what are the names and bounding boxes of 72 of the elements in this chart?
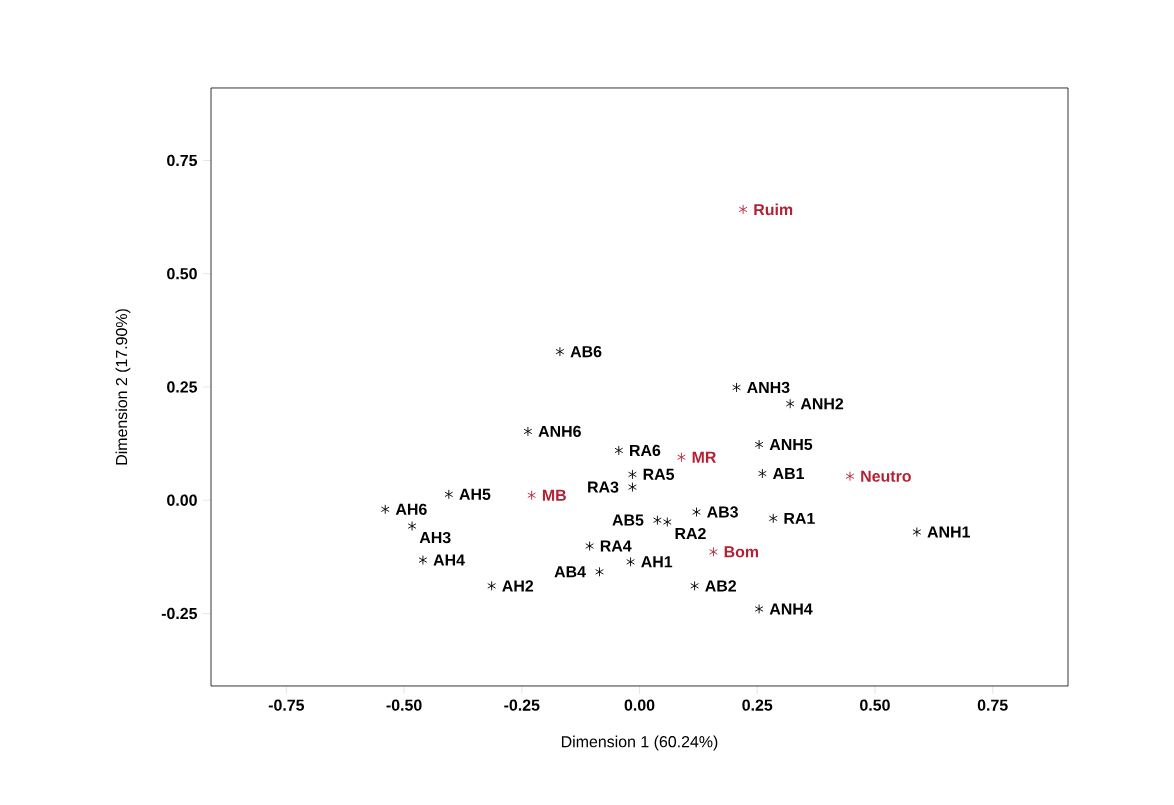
- x-tick-label: 0.00: [624, 699, 655, 711]
- series-label: MR: [692, 451, 717, 463]
- series-label: Ruim: [754, 203, 793, 216]
- point: [692, 507, 701, 517]
- x-tick-label: -0.25: [504, 699, 540, 711]
- point: [523, 426, 533, 437]
- x-tick-label: 0.75: [977, 699, 1008, 711]
- point: [662, 517, 672, 527]
- point: [785, 398, 795, 409]
- point: [912, 527, 922, 537]
- point: [527, 490, 537, 501]
- point: [628, 469, 637, 480]
- y-tick-label: 0.50: [167, 268, 197, 280]
- point: [407, 521, 417, 532]
- series-label: AH3: [419, 531, 451, 544]
- y-axis-title: Dimension 2 (17.90%): [115, 309, 131, 465]
- point: [690, 580, 699, 591]
- point: [487, 580, 496, 591]
- point: [845, 471, 855, 482]
- x-tick-label: 0.50: [860, 699, 890, 711]
- series-label: Bom: [724, 546, 759, 558]
- y-tick-label: 0.75: [167, 154, 198, 167]
- series-label: AH4: [433, 554, 465, 566]
- x-axis-title: Dimension 1 (60.24%): [561, 735, 718, 751]
- series-label: Neutro: [861, 470, 911, 482]
- point: [595, 566, 604, 577]
- point: [732, 382, 741, 393]
- series-label: ANH1: [927, 526, 970, 538]
- point: [418, 555, 428, 565]
- series-label: AB4: [554, 566, 586, 578]
- point: [709, 546, 718, 557]
- series-label: AB5: [612, 514, 644, 526]
- series-label: ANH5: [769, 438, 813, 451]
- series-label: ANH3: [747, 381, 790, 394]
- point: [738, 204, 748, 215]
- series-label: MB: [542, 489, 566, 501]
- series-label: RA3: [588, 481, 619, 493]
- x-tick-label: -0.75: [268, 699, 305, 711]
- series-label: RA2: [675, 527, 706, 540]
- point: [754, 439, 764, 450]
- x-tick-label: 0.25: [742, 699, 773, 711]
- point: [628, 482, 637, 493]
- point: [768, 513, 778, 524]
- y-tick-label: 0.00: [167, 494, 197, 506]
- series-label: AB1: [772, 468, 805, 479]
- x-tick-label: -0.50: [386, 699, 422, 711]
- point: [585, 541, 594, 551]
- series-label: ANH4: [769, 603, 813, 615]
- series-label: AH2: [502, 580, 534, 592]
- point: [614, 445, 624, 456]
- point: [758, 468, 767, 479]
- series-label: AB3: [707, 506, 738, 518]
- series-label: AH1: [641, 556, 673, 568]
- series-label: ANH6: [538, 425, 581, 438]
- series-label: RA5: [643, 468, 675, 480]
- series-label: ANH2: [800, 398, 844, 410]
- series-label: AB2: [705, 580, 737, 592]
- point: [677, 452, 686, 463]
- series-label: AH6: [395, 503, 427, 515]
- point: [754, 604, 764, 614]
- point: [555, 346, 565, 357]
- y-tick-label: 0.25: [167, 381, 198, 393]
- y-tick-label: -0.25: [161, 607, 198, 620]
- series-label: AB6: [570, 346, 602, 358]
- series-label: RA1: [784, 512, 815, 524]
- point: [626, 556, 635, 567]
- series-label: RA6: [630, 444, 661, 457]
- point: [444, 489, 454, 500]
- point: [380, 504, 390, 515]
- series-label: AH5: [459, 488, 491, 500]
- point: [653, 515, 662, 526]
- series-label: RA4: [600, 540, 632, 552]
